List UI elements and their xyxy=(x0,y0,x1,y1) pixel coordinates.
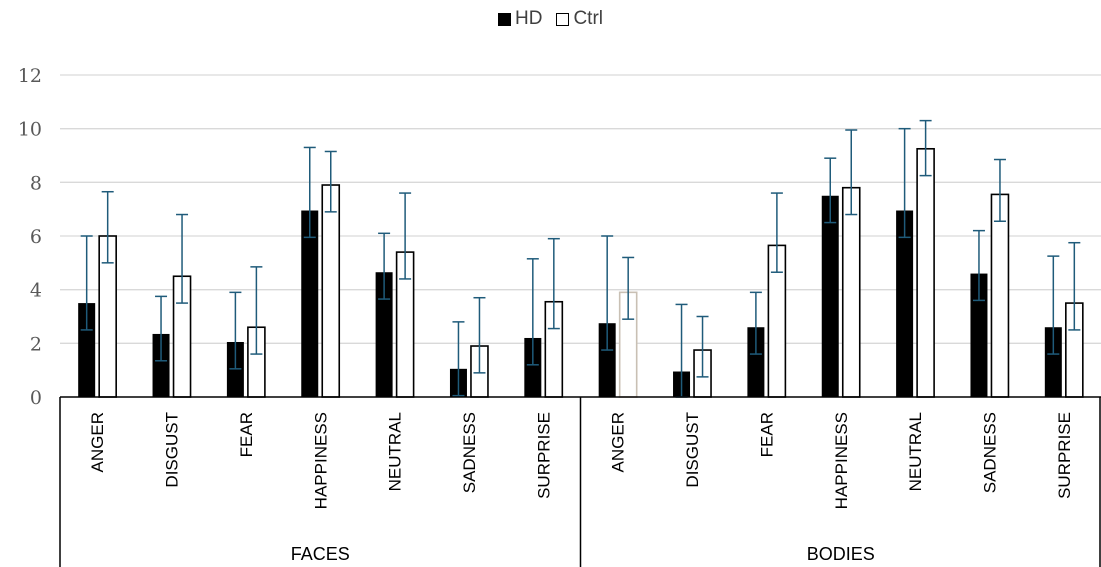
group-label: FACES xyxy=(291,544,350,564)
x-tick-label: ANGER xyxy=(88,412,107,472)
x-tick-label: NEUTRAL xyxy=(906,412,925,491)
x-tick-label: DISGUST xyxy=(683,412,702,488)
ctrl-bar xyxy=(841,186,861,398)
hd-bar xyxy=(598,323,616,397)
y-tick-label: 12 xyxy=(18,65,42,87)
y-tick-label: 8 xyxy=(30,172,42,194)
y-tick-label: 4 xyxy=(30,280,42,302)
legend: HD Ctrl xyxy=(0,8,1101,30)
hd-bar xyxy=(524,337,542,397)
hd-bar xyxy=(970,273,988,397)
ctrl-bar xyxy=(916,147,935,398)
group-label: BODIES xyxy=(807,544,875,564)
x-tick-label: HAPPINESS xyxy=(832,412,851,509)
y-tick-label: 2 xyxy=(30,333,42,355)
legend-swatch-ctrl xyxy=(556,12,570,26)
hd-bar xyxy=(1044,327,1062,397)
hd-bar xyxy=(152,333,170,397)
ctrl-bar xyxy=(990,193,1010,398)
x-tick-label: HAPPINESS xyxy=(311,412,330,509)
hd-bar xyxy=(78,303,96,397)
legend-item-ctrl: Ctrl xyxy=(556,8,603,30)
x-tick-label: SADNESS xyxy=(980,412,999,493)
ctrl-bar xyxy=(321,184,341,398)
legend-label-hd: HD xyxy=(514,8,543,29)
y-tick-label: 0 xyxy=(30,387,42,409)
hd-bar xyxy=(301,210,319,397)
x-tick-label: FEAR xyxy=(757,412,776,457)
hd-bar xyxy=(747,327,765,397)
x-tick-label: SURPRISE xyxy=(1055,412,1074,499)
x-tick-label: SURPRISE xyxy=(534,412,553,499)
legend-swatch-hd xyxy=(497,12,511,26)
hd-bar xyxy=(896,210,914,397)
hd-bar xyxy=(821,195,839,397)
hd-bar xyxy=(375,272,393,397)
x-tick-label: DISGUST xyxy=(163,412,182,488)
y-tick-label: 6 xyxy=(30,226,42,248)
y-tick-label: 10 xyxy=(18,119,42,141)
x-tick-label: ANGER xyxy=(609,412,628,472)
legend-item-hd: HD xyxy=(497,8,543,30)
x-tick-label: FEAR xyxy=(237,412,256,457)
x-tick-label: SADNESS xyxy=(460,412,479,493)
x-tick-label: NEUTRAL xyxy=(386,412,405,491)
legend-label-ctrl: Ctrl xyxy=(573,8,603,29)
